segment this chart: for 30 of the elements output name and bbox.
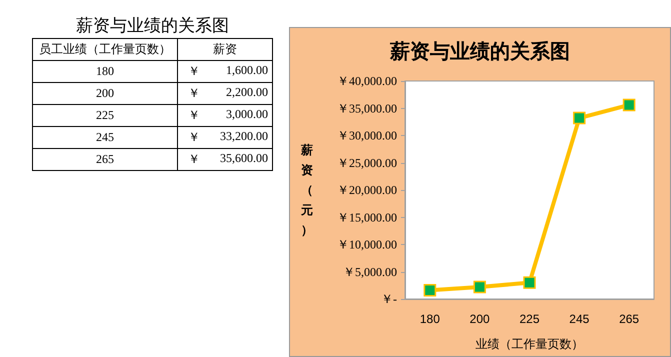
y-tick-label: ￥40,000.00 <box>337 74 397 88</box>
category-label: 265 <box>96 152 114 166</box>
x-tick-label: 245 <box>569 312 590 326</box>
category-label: 200 <box>96 86 114 100</box>
text: ￥ 3,000.00 <box>188 107 268 122</box>
y-tick-label: ￥30,000.00 <box>337 128 397 142</box>
text: 薪资与业绩的关系图 <box>75 15 230 38</box>
text: 薪资 <box>178 38 272 60</box>
x-tick-label: 200 <box>470 312 490 326</box>
y-tick-label: ￥15,000.00 <box>337 210 397 224</box>
text: ￥ 1,600.00 <box>188 63 268 78</box>
category-label: 245 <box>96 130 114 144</box>
y-tick-label: ￥25,000.00 <box>337 156 397 170</box>
y-tick-label: ￥20,000.00 <box>337 183 397 197</box>
y-tick-label: ￥5,000.00 <box>343 264 397 279</box>
x-tick-label: 225 <box>519 312 540 326</box>
text: ￥ 2,200.00 <box>188 85 268 100</box>
y-tick-label: ￥35,000.00 <box>337 101 397 116</box>
x-axis-title: 业绩（工作量页数） <box>476 337 584 351</box>
chart-title: 薪资与业绩的关系图 <box>389 39 570 63</box>
text: ￥ 35,600.00 <box>188 151 268 166</box>
x-tick-label: 265 <box>619 312 640 326</box>
y-axis-title: 薪资（元） <box>300 143 313 237</box>
y-tick-label: ￥- <box>381 292 397 306</box>
x-tick-label: 180 <box>420 312 440 326</box>
category-label: 225 <box>96 108 114 122</box>
text: 员工业绩（工作量页数） <box>32 38 178 60</box>
category-label: 180 <box>96 64 114 78</box>
text: ￥ 33,200.00 <box>188 129 268 144</box>
y-tick-label: ￥10,000.00 <box>337 238 397 252</box>
